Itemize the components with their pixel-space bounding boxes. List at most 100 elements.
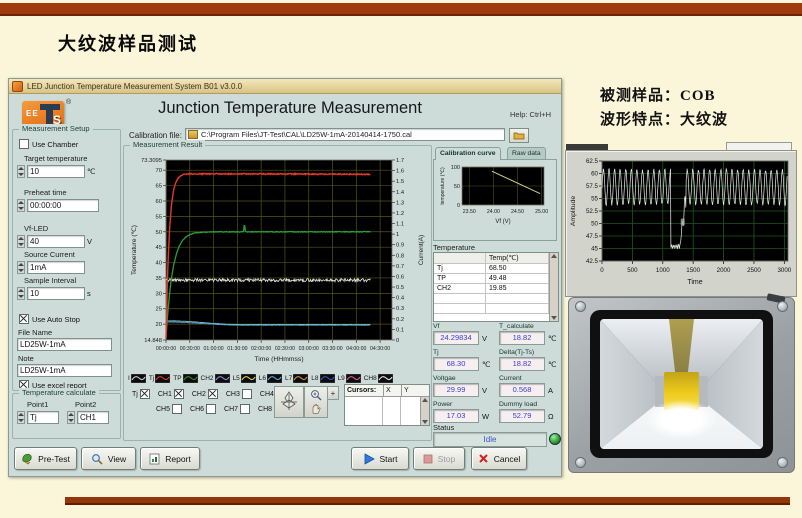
source-current-control	[17, 261, 85, 274]
sample-interval-input[interactable]	[27, 287, 85, 300]
calibration-curve-chart[interactable]: 100 50 023.50 24.00 24.50 25.00 Vf (V) temperat…	[438, 163, 550, 237]
spinner-arrows[interactable]	[17, 287, 25, 300]
legend-item-l7[interactable]: L7	[285, 374, 309, 383]
help-shortcut-text[interactable]: Help: Ctrl+H	[509, 110, 551, 119]
zoom-plus-button[interactable]: +	[327, 386, 339, 400]
legend-item-l8[interactable]: L8	[311, 374, 335, 383]
vf-led-input[interactable]	[27, 235, 85, 248]
field-unit: W	[482, 411, 490, 421]
scroll-up-icon[interactable]	[551, 254, 557, 258]
svg-text:25.00: 25.00	[535, 209, 548, 215]
target-temperature-label: Target temperature	[24, 154, 88, 163]
calibration-file-input[interactable]: C:\Program Files\JT-Test\CAL\LD25W-1mA-2…	[185, 128, 505, 141]
legend-item-l5[interactable]: L5	[233, 374, 256, 383]
svg-text:Time: Time	[687, 279, 702, 286]
spinner-arrows[interactable]	[67, 411, 75, 424]
cursors-table[interactable]: Cursors: X Y	[344, 384, 430, 426]
scroll-up-icon[interactable]	[422, 398, 428, 402]
svg-text:0.9: 0.9	[396, 243, 404, 249]
spinner-arrows[interactable]	[17, 235, 25, 248]
hand-tool-icon[interactable]	[310, 403, 322, 415]
legend-item-i[interactable]: I	[128, 374, 146, 383]
checkbox-box[interactable]	[206, 404, 217, 414]
cancel-button[interactable]: Cancel	[471, 447, 527, 470]
legend-item-ch8[interactable]: CH8	[364, 374, 393, 383]
legend-item-tj[interactable]: Tj	[149, 374, 171, 383]
scroll-down-icon[interactable]	[422, 420, 428, 424]
legend-item-l6[interactable]: L6	[259, 374, 283, 383]
svg-text:0.4: 0.4	[396, 296, 405, 302]
tab-calibration-curve[interactable]: Calibration curve	[435, 147, 501, 160]
field-value: 29.99	[433, 383, 479, 397]
target-temperature-input[interactable]	[27, 165, 85, 178]
channel-label: CH4	[259, 390, 274, 398]
channel-checkbox-ch6[interactable]: CH6	[190, 404, 217, 414]
svg-text:0.2: 0.2	[396, 317, 404, 323]
field-voltgae: Voltgae 29.99 V	[433, 375, 499, 401]
spinner-arrows[interactable]	[17, 411, 25, 424]
use-chamber-checkbox[interactable]: Use Chamber	[19, 139, 78, 149]
report-button[interactable]: Report	[140, 447, 200, 470]
path-type-icon	[188, 130, 198, 139]
field-label: Current	[499, 375, 522, 382]
channel-label: CH8	[258, 405, 273, 413]
cursors-scrollbar[interactable]	[420, 397, 429, 425]
checkbox-box[interactable]	[139, 389, 150, 399]
channel-label: CH2	[191, 390, 206, 398]
file-name-input[interactable]	[17, 338, 112, 351]
legend-item-ch2[interactable]: CH2	[201, 374, 230, 383]
field-value-row: 52.79 Ω	[499, 409, 565, 423]
svg-text:0.5: 0.5	[396, 285, 404, 291]
view-button[interactable]: View	[81, 447, 136, 470]
legend-item-tp[interactable]: TP	[173, 374, 198, 383]
spinner-arrows[interactable]	[17, 165, 25, 178]
graph-zoom-hand-tools[interactable]	[304, 386, 328, 418]
floodlight-photo	[568, 293, 795, 473]
channel-checkbox-ch1[interactable]: CH1	[158, 389, 184, 399]
checkbox-box[interactable]	[240, 404, 251, 414]
checkbox-box[interactable]	[19, 139, 29, 149]
status-led-icon	[549, 433, 561, 445]
channel-checkbox-ch2[interactable]: CH2	[192, 389, 218, 399]
channel-checks-row2: CH5 CH6 CH7 CH8	[156, 404, 285, 414]
note-input[interactable]	[17, 364, 112, 377]
field-label: Voltgae	[433, 375, 456, 382]
zoom-tool-icon[interactable]	[310, 389, 323, 402]
tab-raw-data[interactable]: Raw data	[507, 147, 546, 160]
checkbox-box[interactable]	[19, 314, 29, 324]
checkbox-box[interactable]	[173, 389, 184, 399]
pretest-button[interactable]: Pre-Test	[14, 447, 77, 470]
svg-text:0.8: 0.8	[396, 253, 404, 259]
temperature-table-title: Temperature	[433, 243, 476, 252]
svg-text:Current(A): Current(A)	[418, 235, 425, 265]
stop-button[interactable]: Stop	[413, 447, 465, 470]
browse-folder-button[interactable]	[509, 128, 529, 143]
spinner-arrows[interactable]	[17, 261, 25, 274]
channel-checkbox-ch5[interactable]: CH5	[156, 404, 183, 414]
channel-checkbox-ch3[interactable]: CH3	[226, 389, 252, 399]
checkbox-box[interactable]	[207, 389, 218, 399]
ripple-waveform-chart[interactable]: 62.5 60 57.5 55 52.5 50 47.5 45 42.50 500 1000 1500…	[566, 151, 796, 294]
channel-checkbox-ch7[interactable]: CH7	[224, 404, 251, 414]
magnifier-icon	[92, 453, 103, 465]
row-name: Tj	[434, 264, 486, 273]
use-auto-stop-checkbox[interactable]: Use Auto Stop	[19, 314, 80, 324]
checkbox-box[interactable]	[172, 404, 183, 414]
field-vf: Vf 24.29834 V	[433, 323, 499, 349]
spinner-arrows[interactable]	[17, 199, 25, 212]
scroll-down-icon[interactable]	[551, 316, 557, 320]
window-titlebar[interactable]: LED Junction Temperature Measurement Sys…	[9, 79, 561, 94]
channel-checkbox-tj[interactable]: Tj	[132, 389, 150, 399]
svg-text:20: 20	[156, 322, 162, 328]
start-button[interactable]: Start	[351, 447, 409, 470]
point1-input[interactable]	[27, 411, 59, 424]
source-current-input[interactable]	[27, 261, 85, 274]
preheat-time-input[interactable]	[27, 199, 99, 212]
legend-item-l9[interactable]: L9	[338, 374, 361, 383]
checkbox-box[interactable]	[241, 389, 252, 399]
measurement-result-chart[interactable]: 73.3095 70 65 60 55 50 45 40 35 30 25 20 14.848 1.7 1.…	[126, 154, 429, 372]
legend-wave-icon	[155, 374, 171, 383]
graph-pan-tool[interactable]	[274, 386, 304, 418]
point2-input[interactable]	[77, 411, 109, 424]
temperature-table-scrollbar[interactable]	[549, 253, 558, 321]
